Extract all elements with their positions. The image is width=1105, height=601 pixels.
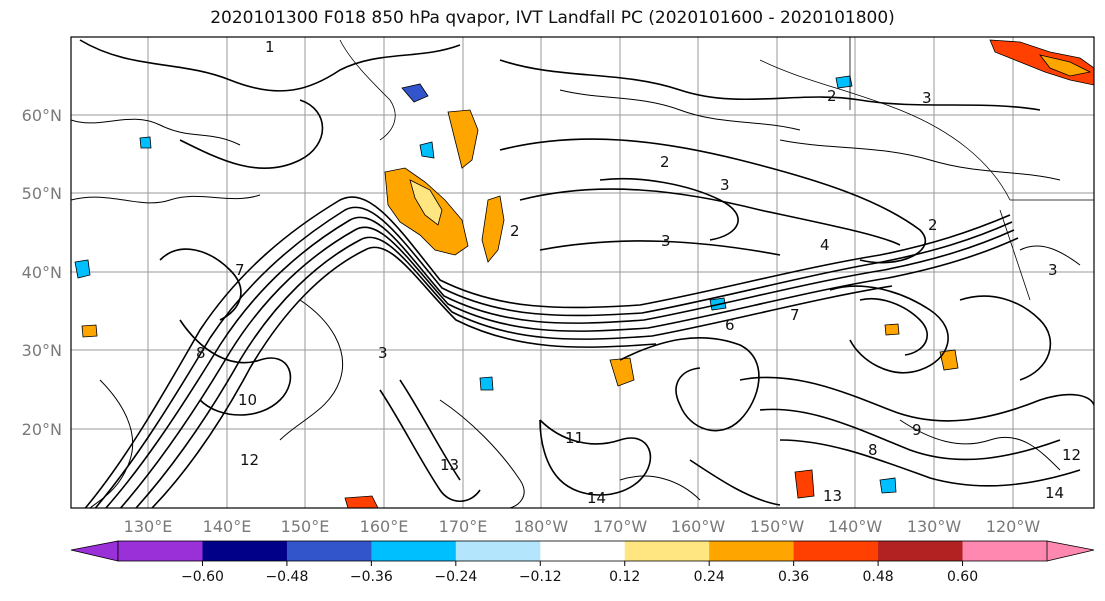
contour-label: 6	[725, 316, 735, 334]
contour-label: 1	[265, 38, 275, 56]
colorbar-extend-low	[70, 540, 119, 562]
positive-patch	[1038, 54, 1092, 77]
lon-label: 170°W	[593, 517, 648, 536]
negative-patch	[74, 259, 91, 279]
colorbar-tick-label: 0.24	[694, 569, 725, 585]
contour-labels: 1 2 3 2 3 3 2 4 3 2 7 8 12 13 11 14 13 1…	[196, 38, 1081, 507]
colorbar-segment	[540, 541, 626, 561]
colorbar-tick-label: −0.36	[350, 569, 393, 585]
colorbar-segment	[793, 541, 879, 561]
lon-label: 120°W	[986, 517, 1041, 536]
contour-label: 3	[720, 176, 730, 194]
negative-patch	[879, 477, 897, 494]
positive-patch	[81, 324, 98, 338]
qvapor-contours	[71, 89, 1081, 508]
map-title: 2020101300 F018 850 hPa qvapor, IVT Land…	[210, 8, 895, 28]
lon-label: 170°E	[439, 517, 488, 536]
lat-label: 40°N	[22, 263, 62, 282]
contour-label: 7	[790, 306, 800, 324]
lon-label: 150°W	[750, 517, 805, 536]
colorbar-segment	[709, 541, 795, 561]
lat-label: 50°N	[22, 184, 62, 203]
contour-label: 3	[661, 232, 671, 250]
positive-patch	[884, 323, 900, 336]
lat-label: 30°N	[22, 341, 62, 360]
contour-label: 14	[1045, 484, 1064, 502]
contour-label: 2	[660, 153, 670, 171]
positive-patch	[409, 179, 443, 226]
contour-label: 11	[565, 429, 584, 447]
lon-label: 160°W	[671, 517, 726, 536]
colorbar-segment	[202, 541, 288, 561]
map-panel	[70, 36, 1095, 509]
negative-patch	[479, 376, 494, 391]
lon-label: 130°W	[907, 517, 962, 536]
positive-patch	[447, 109, 479, 169]
lat-label: 20°N	[22, 420, 62, 439]
colorbar-segment	[286, 541, 372, 561]
contour-label: 14	[587, 489, 606, 507]
contour-label: 8	[196, 344, 206, 362]
contour-label: 7	[235, 261, 245, 279]
colorbar-segment	[962, 541, 1048, 561]
contour-label: 3	[922, 89, 932, 107]
colorbar-tick-label: 0.36	[778, 569, 809, 585]
negative-patch	[419, 141, 435, 159]
negative-patch	[835, 75, 853, 89]
contour-label: 13	[440, 456, 459, 474]
contour-label: 9	[912, 421, 922, 439]
colorbar-segment	[455, 541, 541, 561]
colorbar-tick-label: −0.60	[181, 569, 224, 585]
positive-patch	[939, 349, 959, 371]
contour-label: 8	[868, 441, 878, 459]
colorbar-tick-label: 0.60	[947, 569, 978, 585]
lon-label: 140°W	[828, 517, 883, 536]
colorbar-tick-label: −0.12	[519, 569, 562, 585]
colorbar-frame	[117, 540, 1048, 562]
colorbar-segment	[118, 541, 203, 561]
lat-label: 60°N	[22, 106, 62, 125]
colorbar-tick-label: −0.24	[434, 569, 477, 585]
positive-patch	[481, 195, 505, 263]
contour-label: 2	[510, 222, 520, 240]
contour-label: 10	[238, 391, 257, 409]
map-frame	[70, 36, 1095, 509]
ivt-contours	[79, 39, 1094, 508]
lon-label: 130°E	[124, 517, 173, 536]
negative-patch	[401, 83, 429, 103]
contour-label: 12	[240, 451, 259, 469]
longitude-labels: 130°E 140°E 150°E 160°E 170°E 180°W 170°…	[124, 517, 1041, 536]
colorbar-tick-label: 0.12	[609, 569, 640, 585]
contour-label: 3	[378, 344, 388, 362]
shaded-anomalies	[74, 39, 1094, 508]
contour-label: 2	[928, 216, 938, 234]
contour-label: 13	[823, 487, 842, 505]
lon-label: 180°W	[514, 517, 569, 536]
contour-label: 4	[820, 236, 830, 254]
lon-label: 150°E	[281, 517, 330, 536]
colorbar-extend-high	[1046, 540, 1095, 562]
positive-patch	[794, 469, 815, 499]
negative-patch	[139, 136, 152, 149]
contour-label: 12	[1062, 446, 1081, 464]
colorbar-segment	[878, 541, 964, 561]
colorbar-tick-label: 0.48	[863, 569, 894, 585]
colorbar-tick-label: −0.48	[265, 569, 308, 585]
lon-label: 160°E	[360, 517, 409, 536]
positive-patch	[344, 495, 379, 508]
coastlines	[339, 37, 1094, 301]
colorbar: −0.60 −0.48 −0.36 −0.24 −0.12 0.12 0.24 0.36 0.4…	[70, 540, 1095, 585]
contour-label: 3	[1048, 261, 1058, 279]
contour-label: 2	[827, 87, 837, 105]
colorbar-segment	[624, 541, 710, 561]
lon-label: 140°E	[203, 517, 252, 536]
colorbar-segment	[371, 541, 457, 561]
latitude-labels: 60°N 50°N 40°N 30°N 20°N	[22, 106, 62, 439]
